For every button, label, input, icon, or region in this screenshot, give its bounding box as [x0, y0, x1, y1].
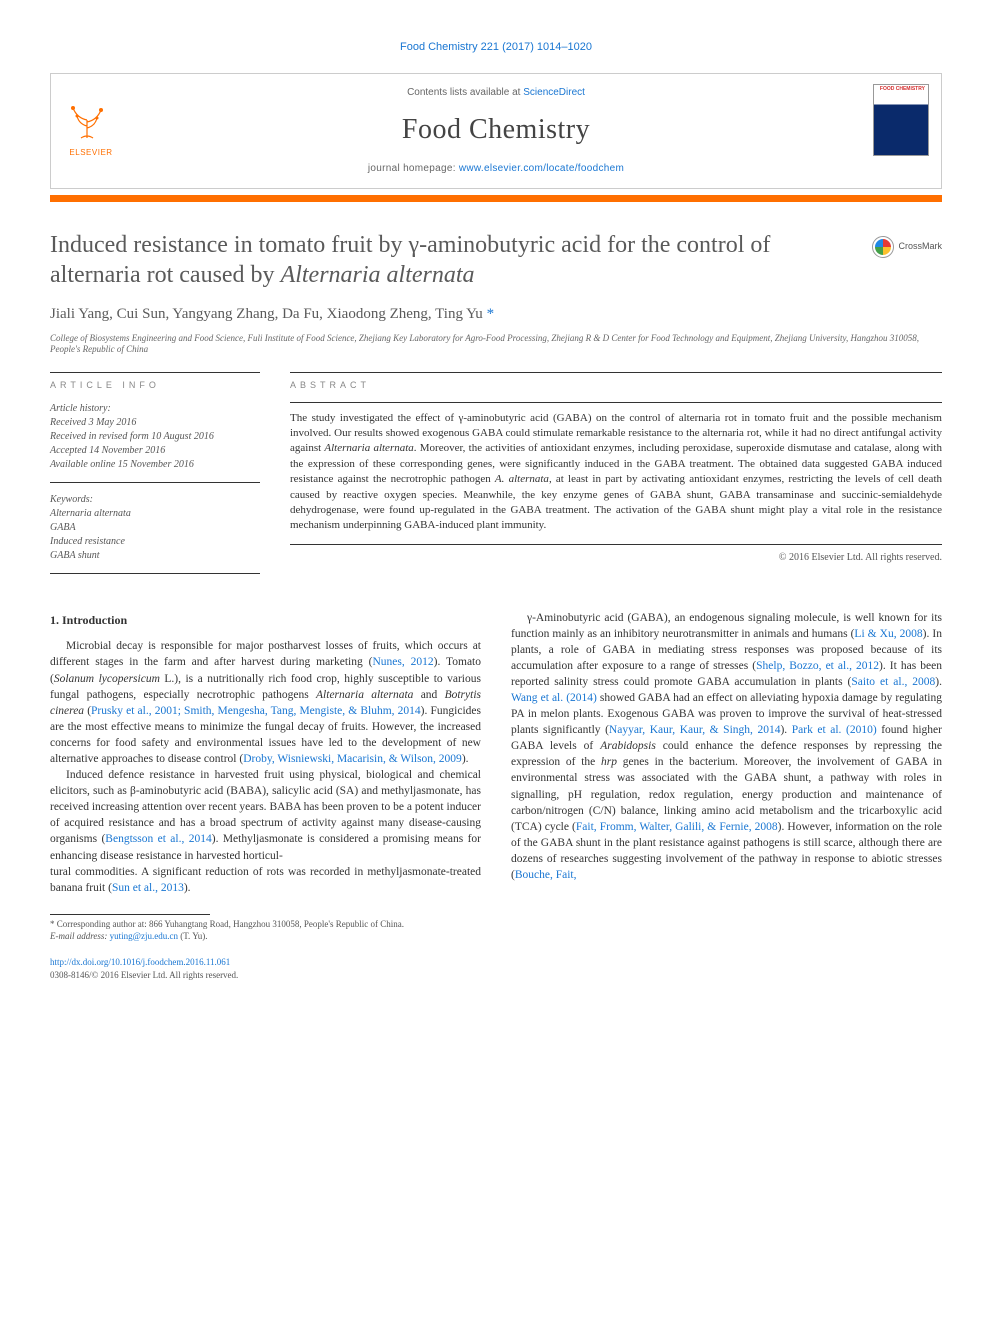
- paragraph: Microbial decay is responsible for major…: [50, 638, 481, 767]
- doi-block: http://dx.doi.org/10.1016/j.foodchem.201…: [50, 956, 942, 981]
- corresponding-marker: *: [487, 306, 495, 322]
- journal-cover-thumb: FOOD CHEMISTRY: [873, 84, 929, 156]
- contents-line: Contents lists available at ScienceDirec…: [69, 86, 923, 100]
- keywords-block: Keywords: Alternaria alternata GABA Indu…: [50, 493, 260, 574]
- issn-copyright: 0308-8146/© 2016 Elsevier Ltd. All right…: [50, 970, 238, 980]
- body-text: 1. Introduction Microbial decay is respo…: [50, 610, 942, 896]
- crossmark-icon: [872, 236, 894, 258]
- accent-rule: [50, 195, 942, 202]
- paragraph: tural commodities. A significant reducti…: [50, 864, 481, 896]
- sciencedirect-link[interactable]: ScienceDirect: [523, 87, 585, 98]
- crossmark-badge[interactable]: CrossMark: [872, 236, 942, 258]
- homepage-link[interactable]: www.elsevier.com/locate/foodchem: [459, 163, 624, 174]
- author-list: Jiali Yang, Cui Sun, Yangyang Zhang, Da …: [50, 304, 942, 325]
- section-heading: 1. Introduction: [50, 612, 481, 629]
- footnotes: * Corresponding author at: 866 Yuhangtan…: [50, 919, 942, 942]
- abstract-label: ABSTRACT: [290, 372, 942, 392]
- publisher-logo: ELSEVIER: [63, 100, 119, 162]
- crossmark-label: CrossMark: [898, 240, 942, 253]
- journal-name: Food Chemistry: [69, 110, 923, 149]
- corresponding-note: * Corresponding author at: 866 Yuhangtan…: [50, 919, 942, 931]
- publisher-name: ELSEVIER: [63, 147, 119, 158]
- email-note: E-mail address: yuting@zju.edu.cn (T. Yu…: [50, 931, 942, 943]
- journal-homepage: journal homepage: www.elsevier.com/locat…: [69, 162, 923, 176]
- footnote-rule: [50, 914, 210, 915]
- abstract-copyright: © 2016 Elsevier Ltd. All rights reserved…: [290, 551, 942, 565]
- article-info-label: ARTICLE INFO: [50, 372, 260, 392]
- email-link[interactable]: yuting@zju.edu.cn: [110, 931, 178, 941]
- article-title: Induced resistance in tomato fruit by γ-…: [50, 230, 860, 290]
- masthead: ELSEVIER FOOD CHEMISTRY Contents lists a…: [50, 73, 942, 188]
- paragraph: γ-Aminobutyric acid (GABA), an endogenou…: [511, 610, 942, 884]
- doi-link[interactable]: http://dx.doi.org/10.1016/j.foodchem.201…: [50, 957, 230, 967]
- abstract-text: The study investigated the effect of γ-a…: [290, 402, 942, 545]
- running-header: Food Chemistry 221 (2017) 1014–1020: [50, 40, 942, 55]
- elsevier-tree-icon: [63, 100, 111, 140]
- paragraph: Induced defence resistance in harvested …: [50, 767, 481, 864]
- affiliation: College of Biosystems Engineering and Fo…: [50, 333, 942, 356]
- journal-cover-title: FOOD CHEMISTRY: [874, 85, 928, 92]
- article-history: Article history: Received 3 May 2016 Rec…: [50, 402, 260, 483]
